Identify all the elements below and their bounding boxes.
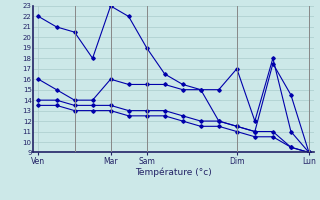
X-axis label: Température (°c): Température (°c) xyxy=(135,167,212,177)
